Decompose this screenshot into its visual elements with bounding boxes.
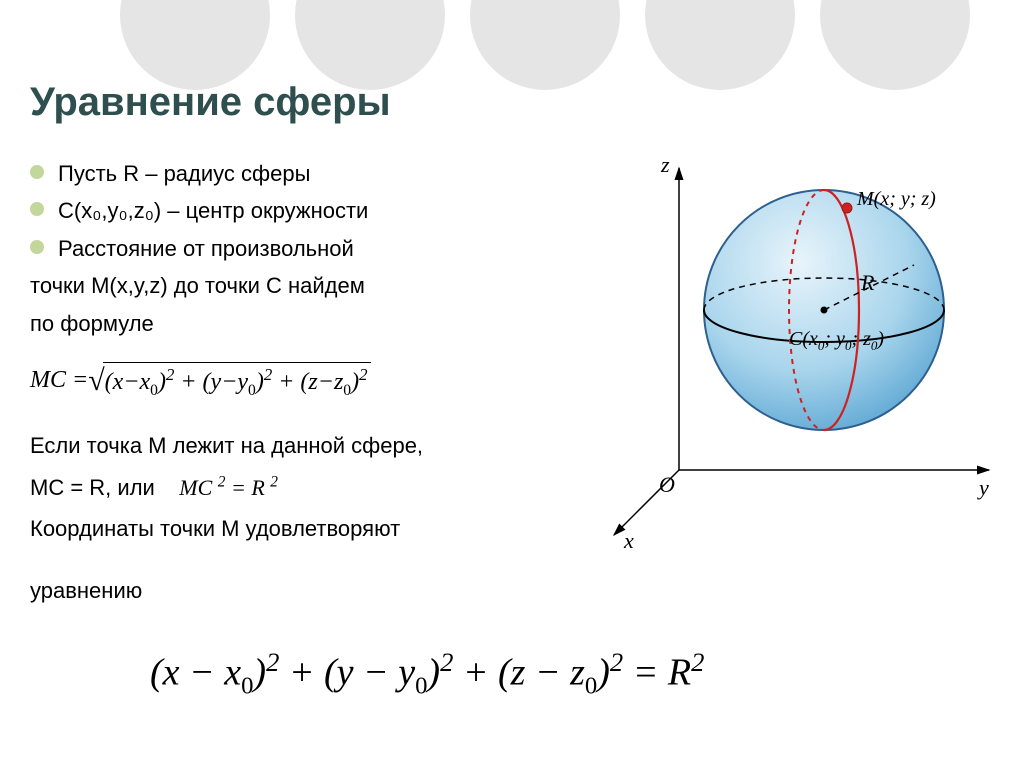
surface-point-dot <box>842 203 852 213</box>
formula-lhs: MC = <box>30 367 88 394</box>
sphere-diagram: R C(x0; y0; z0) M(x; y; z) z y x O <box>599 150 999 550</box>
body-text: точки M(x,y,z) до точки C найдем <box>30 267 550 304</box>
center-dot <box>821 307 828 314</box>
center-label: C(x0; y0; z0) <box>789 328 884 353</box>
bullet-item: Расстояние от произвольной <box>30 230 550 267</box>
deco-circle <box>470 0 620 90</box>
decorative-circles <box>120 0 970 90</box>
deco-circle <box>120 0 270 90</box>
sphere-equation: (x − x0)2 + (y − y0)2 + (z − z0)2 = R2 <box>150 647 1024 700</box>
bullet-item: С(x₀,y₀,z₀) – центр окружности <box>30 192 550 229</box>
mc-squared-formula: MC 2 = R 2 <box>179 475 278 500</box>
origin-label: O <box>659 472 675 497</box>
body-text: уравнению <box>30 570 994 612</box>
bullet-item: Пусть R – радиус сферы <box>30 155 550 192</box>
z-axis-label: z <box>660 152 670 177</box>
deco-circle <box>645 0 795 90</box>
bullet-list: Пусть R – радиус сферы С(x₀,y₀,z₀) – цен… <box>30 155 550 342</box>
radius-label: R <box>860 270 875 295</box>
deco-circle <box>295 0 445 90</box>
surface-point-label: M(x; y; z) <box>856 188 936 210</box>
y-axis-label: y <box>977 475 989 500</box>
formula-radicand: (x−x0)2 + (y−y0)2 + (z−z0)2 <box>103 362 372 400</box>
x-axis-label: x <box>623 528 634 550</box>
body-text: по формуле <box>30 305 550 342</box>
deco-circle <box>820 0 970 90</box>
